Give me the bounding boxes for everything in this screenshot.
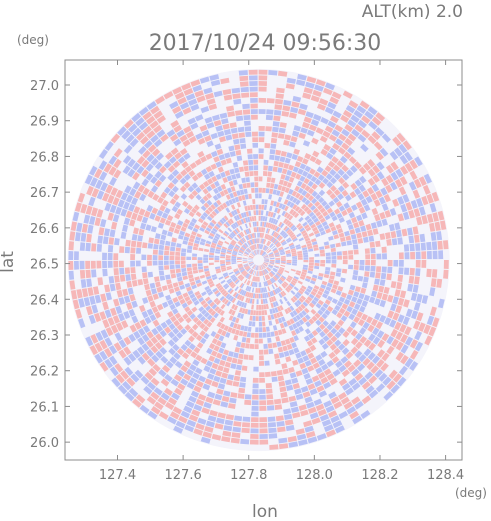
x-tick-label: 128.2 <box>361 468 398 483</box>
x-axis-label: lon <box>252 502 278 521</box>
y-tick-label: 26.2 <box>30 365 59 380</box>
y-tick-label: 26.9 <box>30 115 59 130</box>
y-tick-label: 26.7 <box>30 186 59 201</box>
x-tick-label: 127.8 <box>230 468 267 483</box>
x-ticks: 127.4 127.6 127.8 128.0 128.2 128.4 <box>99 60 464 483</box>
x-tick-label: 128.0 <box>296 468 333 483</box>
timestamp-label: 2017/10/24 09:56:30 <box>149 31 382 56</box>
y-tick-label: 26.8 <box>30 150 59 165</box>
x-tick-label: 128.4 <box>427 468 464 483</box>
negative-gates <box>68 70 445 448</box>
radar-field <box>67 68 450 452</box>
x-tick-label: 127.6 <box>165 468 202 483</box>
y-tick-label: 26.4 <box>30 293 59 308</box>
y-axis-label: lat <box>0 251 18 273</box>
y-tick-label: 26.0 <box>30 436 59 451</box>
y-tick-label: 26.1 <box>30 400 59 415</box>
altitude-label: ALT(km) 2.0 <box>362 2 463 22</box>
y-tick-label: 27.0 <box>30 79 59 94</box>
y-tick-label: 26.3 <box>30 329 59 344</box>
y-tick-label: 26.6 <box>30 222 59 237</box>
plot-frame <box>64 59 463 461</box>
y-ticks: 26.0 26.1 26.2 26.3 26.4 26.5 26.6 26.7 26.8 26.9… <box>30 79 462 451</box>
x-unit-label: (deg) <box>455 486 487 500</box>
y-unit-label: (deg) <box>17 33 49 47</box>
x-tick-label: 127.4 <box>99 468 136 483</box>
y-tick-label: 26.5 <box>30 258 59 273</box>
